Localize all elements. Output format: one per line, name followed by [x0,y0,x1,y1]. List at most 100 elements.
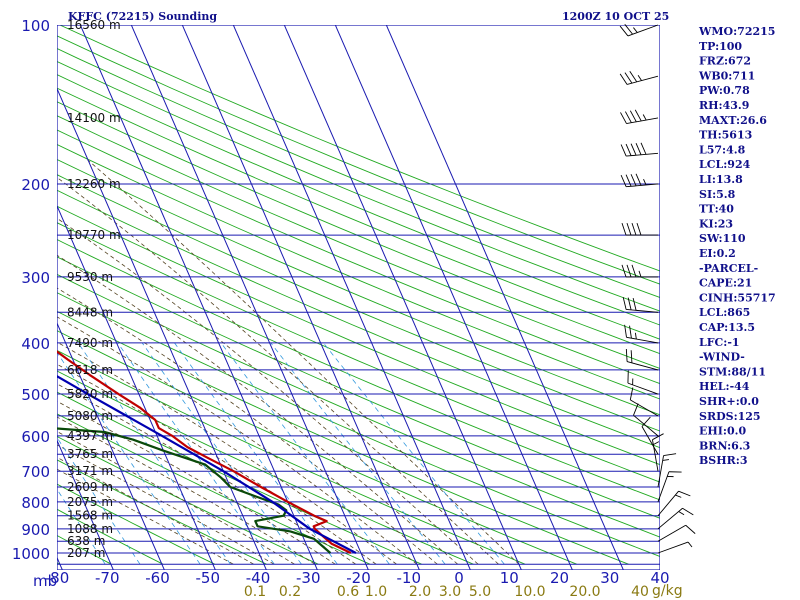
isotherm [232,25,471,570]
dry-adiabat [57,391,422,565]
index-value: SHR+:0.0 [699,395,759,408]
barb-staff [626,361,659,371]
dry-adiabat [0,25,8,564]
barb-flag [629,71,638,83]
dry-adiabat [57,310,629,565]
isotherm [181,25,420,570]
index-value: HEL:-44 [699,380,750,393]
moist-adiabat [57,416,316,565]
height-label: 1568 m [67,509,113,523]
barb-half [633,27,638,33]
index-value: SRDS:125 [699,410,761,423]
moist-adiabat [57,287,438,565]
moist-adiabat [57,316,418,565]
barb-flag [625,174,632,187]
dry-adiabat [57,370,474,565]
mixing-ratio-label: 1.0 [365,584,387,600]
wind-barb [657,507,694,530]
barb-flag [620,112,627,124]
height-label: 5820 m [67,387,113,401]
isotherm [57,439,114,570]
moist-adiabat [57,468,234,565]
temp-tick-label: -50 [196,569,221,587]
barb-flag [624,324,627,338]
dry-adiabat [57,174,660,432]
chart-datetime: 1200Z 10 OCT 25 [562,10,669,23]
wind-barb [652,433,664,472]
barb-flag [635,173,642,186]
index-value: -PARCEL- [699,262,758,275]
series-line-1 [57,427,332,554]
temp-tick-label: 40 [650,569,669,587]
index-value: KI:23 [699,217,733,230]
barb-flag [641,416,651,427]
mixing-ratio-label: 0.6 [337,584,359,600]
mixing-ratio-line [117,342,275,565]
barb-flag [620,174,627,187]
mixing-ratio-label: 3.0 [439,584,461,600]
chart-grid [0,15,660,573]
height-label: 2075 m [67,495,113,509]
barb-half [634,332,637,340]
moist-adiabat [87,159,520,565]
wind-barb [620,173,659,188]
isotherm [57,556,63,570]
index-value: TH:5613 [699,129,752,142]
barb-staff [657,490,679,517]
pressure-tick-label: 900 [21,521,50,539]
index-value: L57:4.8 [699,143,746,156]
pressure-tick-label: 100 [21,17,50,35]
index-value: FRZ:672 [699,55,751,68]
barb-staff [641,426,659,455]
dry-adiabat [57,101,660,355]
temp-tick-label: 20 [550,569,569,587]
wind-barb [657,490,691,517]
barb-half [678,511,685,516]
mixing-ratio-label: 0.1 [244,584,266,600]
barb-staff [627,24,659,37]
wind-barb [627,370,659,395]
isotherm [0,15,13,573]
barb-flag [629,110,637,123]
isotherm [57,204,216,570]
mixing-ratio-line [77,342,231,565]
isotherm [130,25,369,570]
mixing-ratio-label: 0.2 [279,584,301,600]
barb-flag [622,297,627,310]
barb-flag [633,403,639,416]
height-label: 3171 m [67,464,113,478]
index-value: EI:0.2 [699,247,736,260]
barb-flag [663,453,677,456]
dry-adiabat [59,25,660,272]
dry-adiabat [57,256,660,519]
barb-half [643,179,647,186]
barb-staff [626,75,659,85]
barb-flag [621,264,627,278]
barb-flag [630,174,637,187]
index-value: EHI:0.0 [699,425,746,438]
temp-tick-label: 10 [500,569,519,587]
barb-half [642,114,647,121]
index-value: -WIND- [699,351,745,364]
temp-tick-label: -70 [95,569,120,587]
index-value: MAXT:26.6 [699,114,767,127]
index-value: LCL:924 [699,158,751,171]
wind-barb [641,416,659,455]
mixing-ratio-label: 40 [631,584,649,600]
temp-tick-label: -10 [397,569,422,587]
isotherm [334,25,573,570]
moist-adiabat [57,341,397,565]
barb-flag [627,297,632,311]
dry-adiabat [57,273,660,538]
barb-staff [626,117,659,124]
barb-flag [629,325,632,339]
wind-barb [657,524,696,542]
barb-staff [657,507,683,530]
dry-adiabat [57,508,164,565]
dry-adiabat [57,562,60,565]
barb-flag [636,222,642,236]
temp-tick-label: -20 [346,569,371,587]
barb-flag [629,387,634,401]
mixing-ratio-label: 5.0 [469,584,491,600]
